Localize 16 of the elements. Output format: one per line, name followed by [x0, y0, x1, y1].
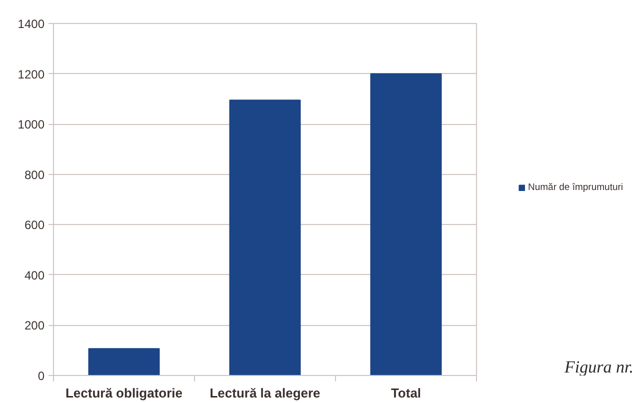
bar — [88, 348, 160, 376]
text: Figura nr. — [564, 357, 634, 376]
y-tick-label: 0 — [38, 369, 45, 383]
x-tick-label: Lectură obligatorie — [65, 386, 183, 400]
y-tick-label: 1200 — [18, 67, 45, 82]
y-tick-label: 800 — [24, 168, 45, 182]
x-tick-label: Total — [390, 386, 422, 400]
y-tick-label: 600 — [24, 218, 45, 232]
bar — [370, 73, 442, 376]
bar — [229, 100, 301, 376]
y-tick-label: 1400 — [18, 17, 45, 31]
y-tick-label: 400 — [24, 268, 45, 282]
y-tick-label: 1000 — [18, 118, 45, 132]
x-tick-label: Lectură la alegere — [210, 386, 320, 400]
y-tick-label: 200 — [24, 318, 45, 333]
legend-label: Număr de împrumuturi — [528, 182, 624, 193]
